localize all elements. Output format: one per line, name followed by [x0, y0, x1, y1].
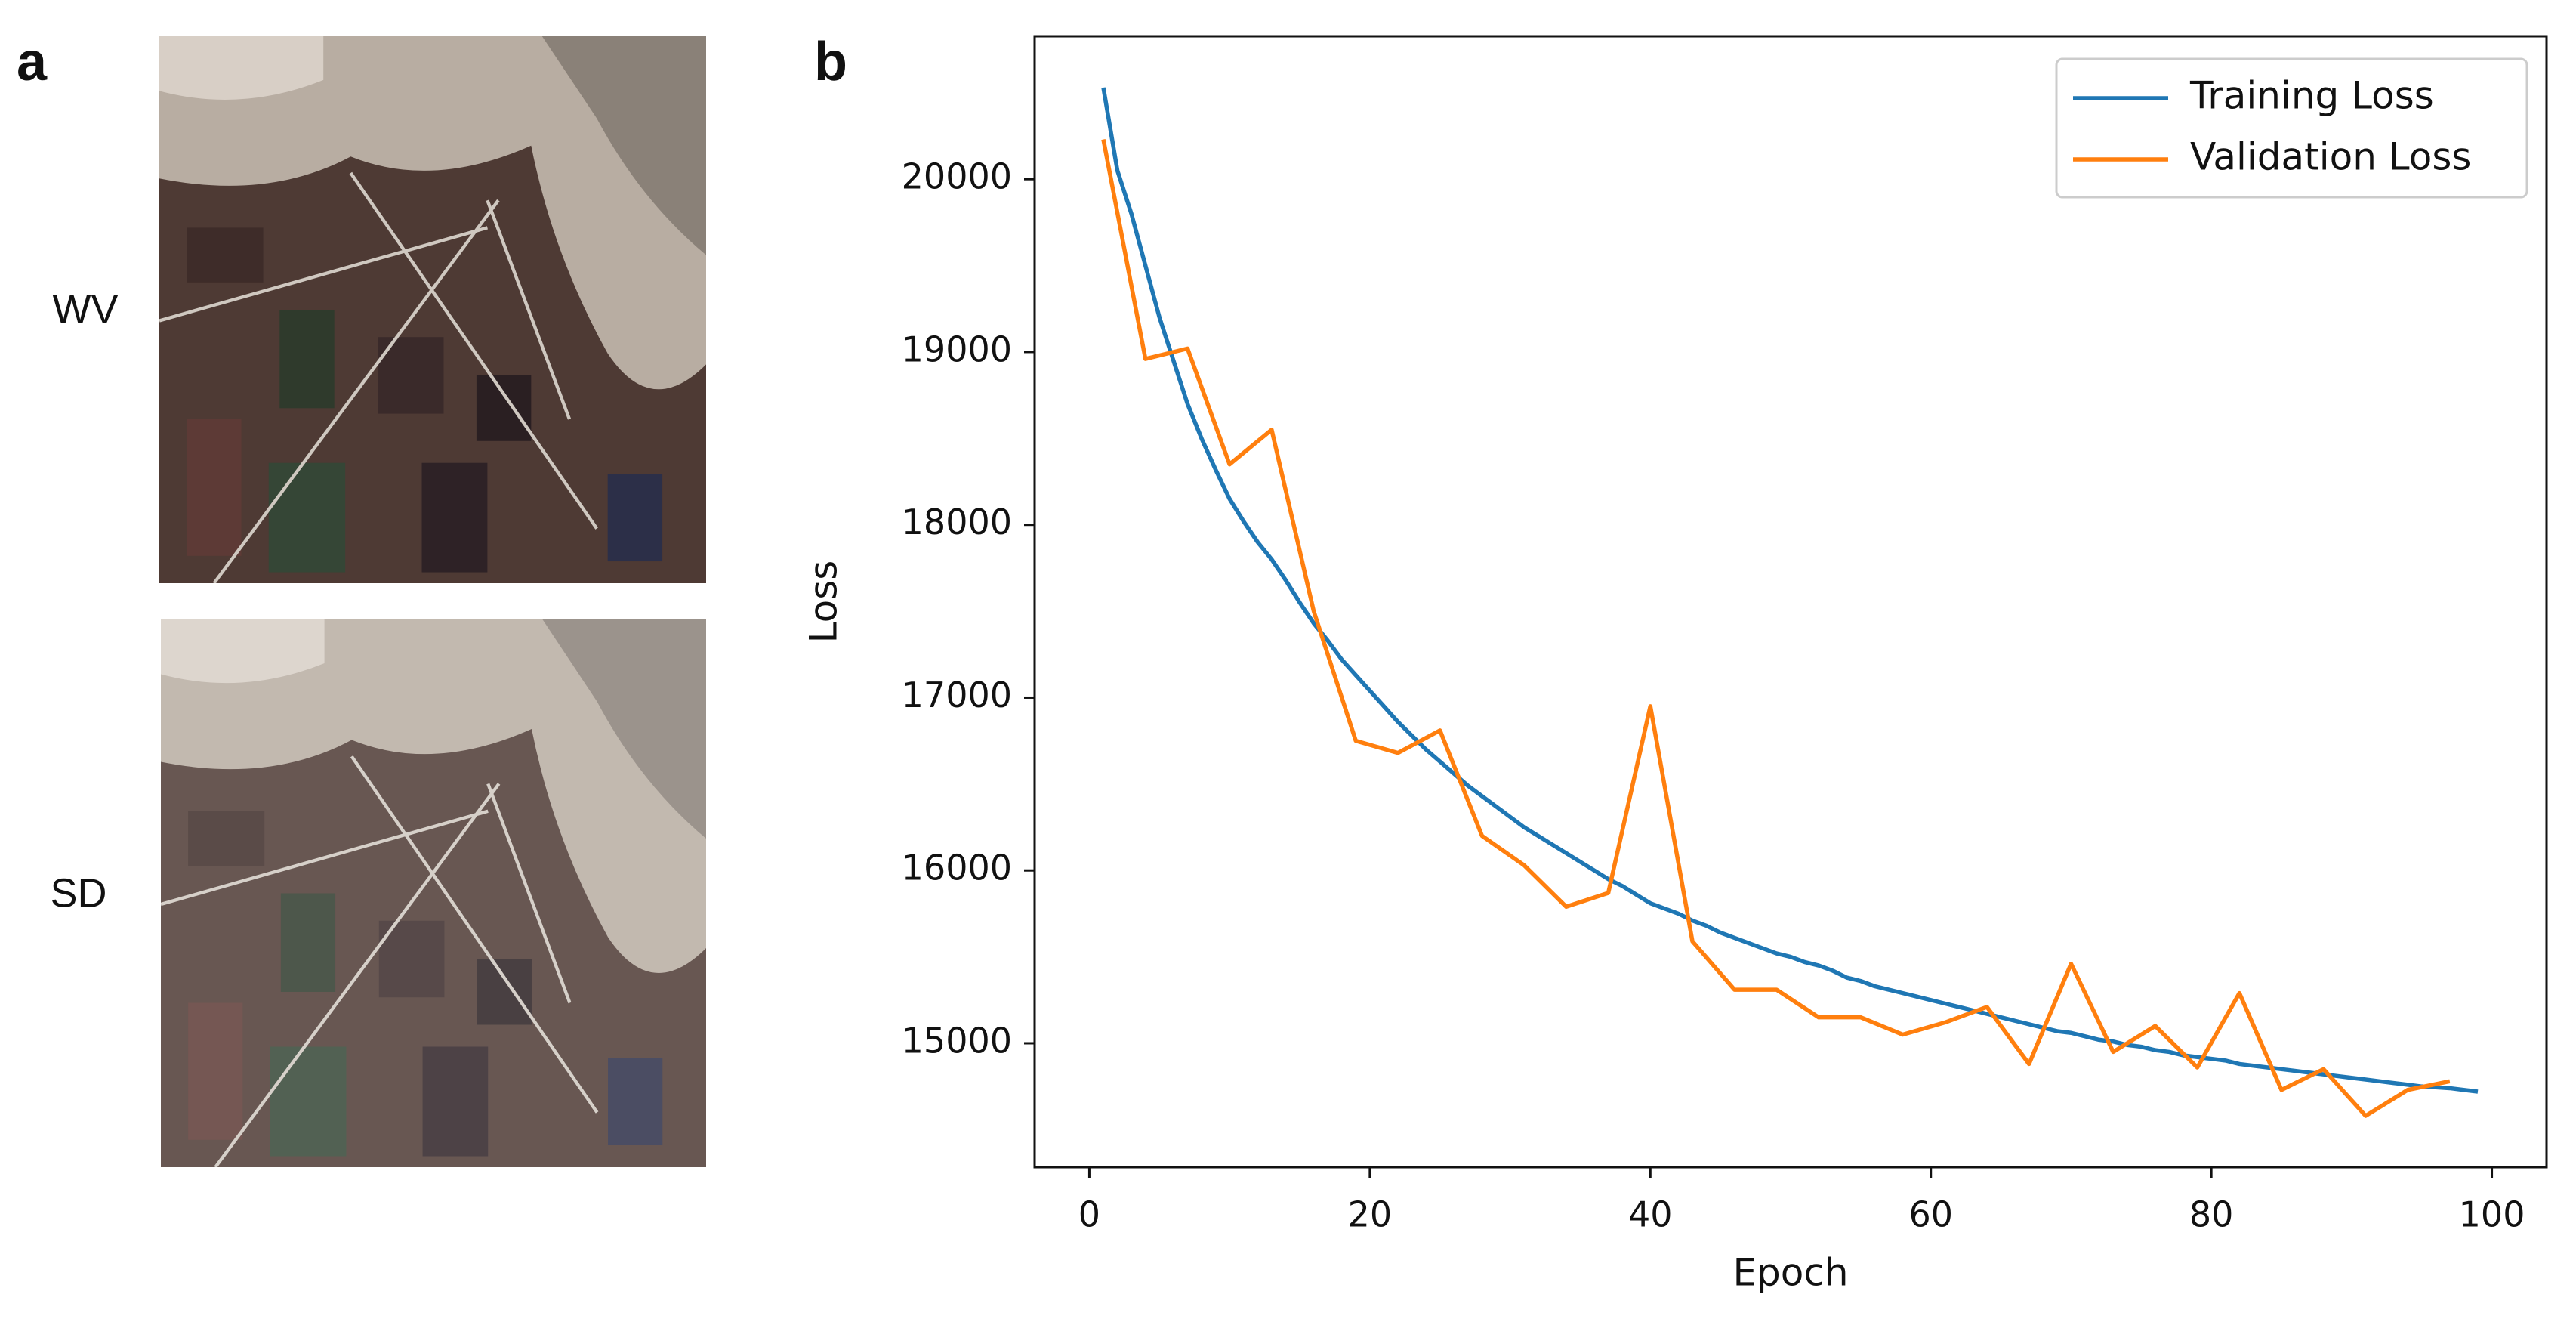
- legend-box: [2055, 57, 2528, 199]
- image-label: SD: [50, 870, 106, 916]
- panel-label: b: [814, 32, 847, 92]
- y-tick-label: 18000: [902, 502, 1012, 542]
- x-tick-label: 100: [2459, 1194, 2525, 1235]
- axes-frame: [1033, 35, 2548, 1169]
- satellite-image: [159, 36, 706, 583]
- y-tick-label: 19000: [902, 329, 1012, 369]
- satellite-image: [161, 619, 706, 1167]
- panel-label: a: [17, 32, 48, 92]
- x-tick-label: 40: [1628, 1194, 1673, 1235]
- legend-label: Validation Loss: [2190, 135, 2471, 179]
- x-tick-label: 20: [1348, 1194, 1393, 1235]
- line: [1101, 87, 2479, 1094]
- image-label: WV: [53, 286, 119, 332]
- y-tick-label: 20000: [902, 156, 1012, 197]
- legend-label: Training Loss: [2189, 74, 2434, 118]
- x-tick-label: 80: [2189, 1194, 2234, 1235]
- y-tick-label: 17000: [902, 675, 1012, 715]
- y-axis-label: Loss: [802, 561, 846, 644]
- line: [1101, 139, 2451, 1118]
- x-tick-label: 60: [1908, 1194, 1953, 1235]
- x-tick-label: 0: [1078, 1194, 1100, 1235]
- y-tick-label: 16000: [902, 848, 1012, 888]
- y-tick-label: 15000: [902, 1020, 1012, 1061]
- x-axis-label: Epoch: [1732, 1251, 1848, 1295]
